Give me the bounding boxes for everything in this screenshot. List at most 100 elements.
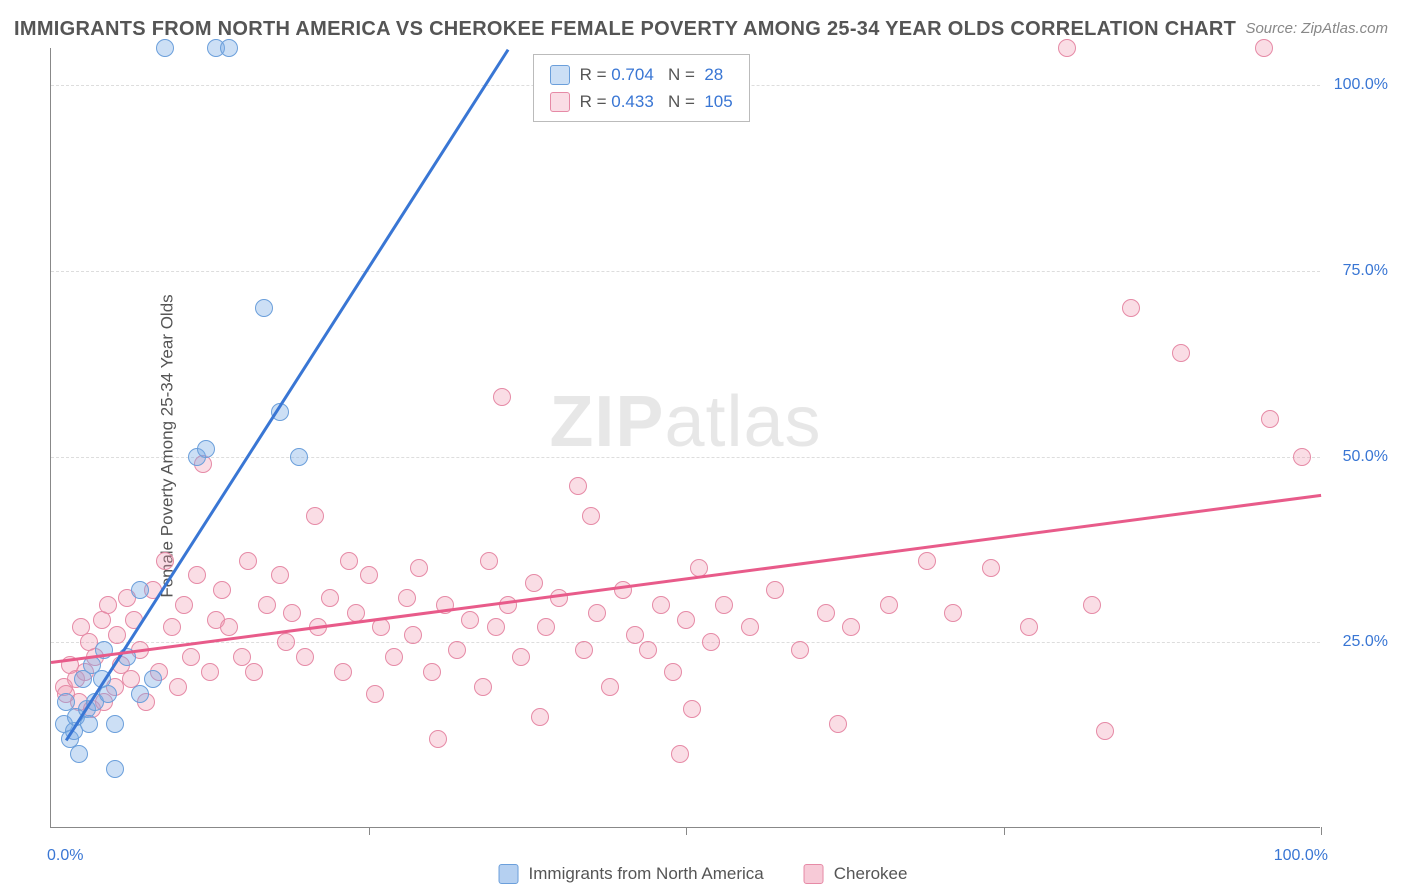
data-point [1122, 299, 1140, 317]
data-point [290, 448, 308, 466]
data-point [588, 604, 606, 622]
data-point [182, 648, 200, 666]
legend-item-series-1: Immigrants from North America [499, 864, 764, 884]
data-point [144, 670, 162, 688]
data-point [741, 618, 759, 636]
legend-swatch-1 [499, 864, 519, 884]
data-point [829, 715, 847, 733]
chart-title: IMMIGRANTS FROM NORTH AMERICA VS CHEROKE… [14, 18, 1236, 41]
legend-row: R = 0.433 N = 105 [550, 88, 733, 115]
data-point [423, 663, 441, 681]
data-point [258, 596, 276, 614]
data-point [334, 663, 352, 681]
data-point [70, 745, 88, 763]
data-point [1083, 596, 1101, 614]
plot-area: ZIPatlas 25.0%50.0%75.0%100.0%0.0%100.0% [50, 48, 1320, 828]
data-point [201, 663, 219, 681]
legend-text: R = 0.704 N = 28 [580, 61, 724, 88]
legend-swatch [550, 92, 570, 112]
y-tick-label: 75.0% [1343, 262, 1388, 280]
data-point [277, 633, 295, 651]
legend-text: R = 0.433 N = 105 [580, 88, 733, 115]
data-point [1020, 618, 1038, 636]
data-point [360, 566, 378, 584]
data-point [340, 552, 358, 570]
data-point [448, 641, 466, 659]
data-point [271, 566, 289, 584]
data-point [480, 552, 498, 570]
x-tick-label-right: 100.0% [1274, 847, 1328, 865]
data-point [531, 708, 549, 726]
data-point [108, 626, 126, 644]
data-point [410, 559, 428, 577]
data-point [398, 589, 416, 607]
data-point [525, 574, 543, 592]
data-point [1261, 410, 1279, 428]
data-point [550, 589, 568, 607]
data-point [1058, 39, 1076, 57]
gridline-h [51, 457, 1320, 458]
legend-swatch [550, 65, 570, 85]
data-point [499, 596, 517, 614]
data-point [233, 648, 251, 666]
data-point [601, 678, 619, 696]
data-point [321, 589, 339, 607]
data-point [1096, 722, 1114, 740]
data-point [163, 618, 181, 636]
legend-item-series-2: Cherokee [804, 864, 908, 884]
data-point [575, 641, 593, 659]
data-point [255, 299, 273, 317]
data-point [188, 566, 206, 584]
legend-swatch-2 [804, 864, 824, 884]
data-point [512, 648, 530, 666]
data-point [1172, 344, 1190, 362]
data-point [156, 552, 174, 570]
y-tick-label: 100.0% [1334, 76, 1388, 94]
data-point [569, 477, 587, 495]
data-point [1255, 39, 1273, 57]
bottom-legend: Immigrants from North America Cherokee [499, 864, 908, 884]
data-point [283, 604, 301, 622]
data-point [99, 685, 117, 703]
data-point [106, 715, 124, 733]
trend-line [51, 494, 1321, 664]
data-point [131, 581, 149, 599]
data-point [429, 730, 447, 748]
data-point [487, 618, 505, 636]
data-point [99, 596, 117, 614]
data-point [639, 641, 657, 659]
data-point [702, 633, 720, 651]
data-point [715, 596, 733, 614]
data-point [106, 760, 124, 778]
data-point [366, 685, 384, 703]
y-tick-label: 50.0% [1343, 448, 1388, 466]
data-point [493, 388, 511, 406]
x-tick [369, 827, 370, 835]
correlation-legend: R = 0.704 N = 28R = 0.433 N = 105 [533, 54, 750, 122]
data-point [677, 611, 695, 629]
data-point [197, 440, 215, 458]
x-tick [1004, 827, 1005, 835]
legend-row: R = 0.704 N = 28 [550, 61, 733, 88]
data-point [474, 678, 492, 696]
data-point [652, 596, 670, 614]
data-point [671, 745, 689, 763]
data-point [582, 507, 600, 525]
data-point [131, 685, 149, 703]
gridline-h [51, 642, 1320, 643]
data-point [944, 604, 962, 622]
data-point [626, 626, 644, 644]
data-point [537, 618, 555, 636]
data-point [404, 626, 422, 644]
data-point [175, 596, 193, 614]
data-point [461, 611, 479, 629]
watermark-zip: ZIP [549, 382, 664, 462]
data-point [213, 581, 231, 599]
data-point [791, 641, 809, 659]
data-point [982, 559, 1000, 577]
data-point [220, 618, 238, 636]
legend-label-1: Immigrants from North America [529, 864, 764, 884]
watermark-atlas: atlas [664, 382, 821, 462]
data-point [169, 678, 187, 696]
data-point [220, 39, 238, 57]
